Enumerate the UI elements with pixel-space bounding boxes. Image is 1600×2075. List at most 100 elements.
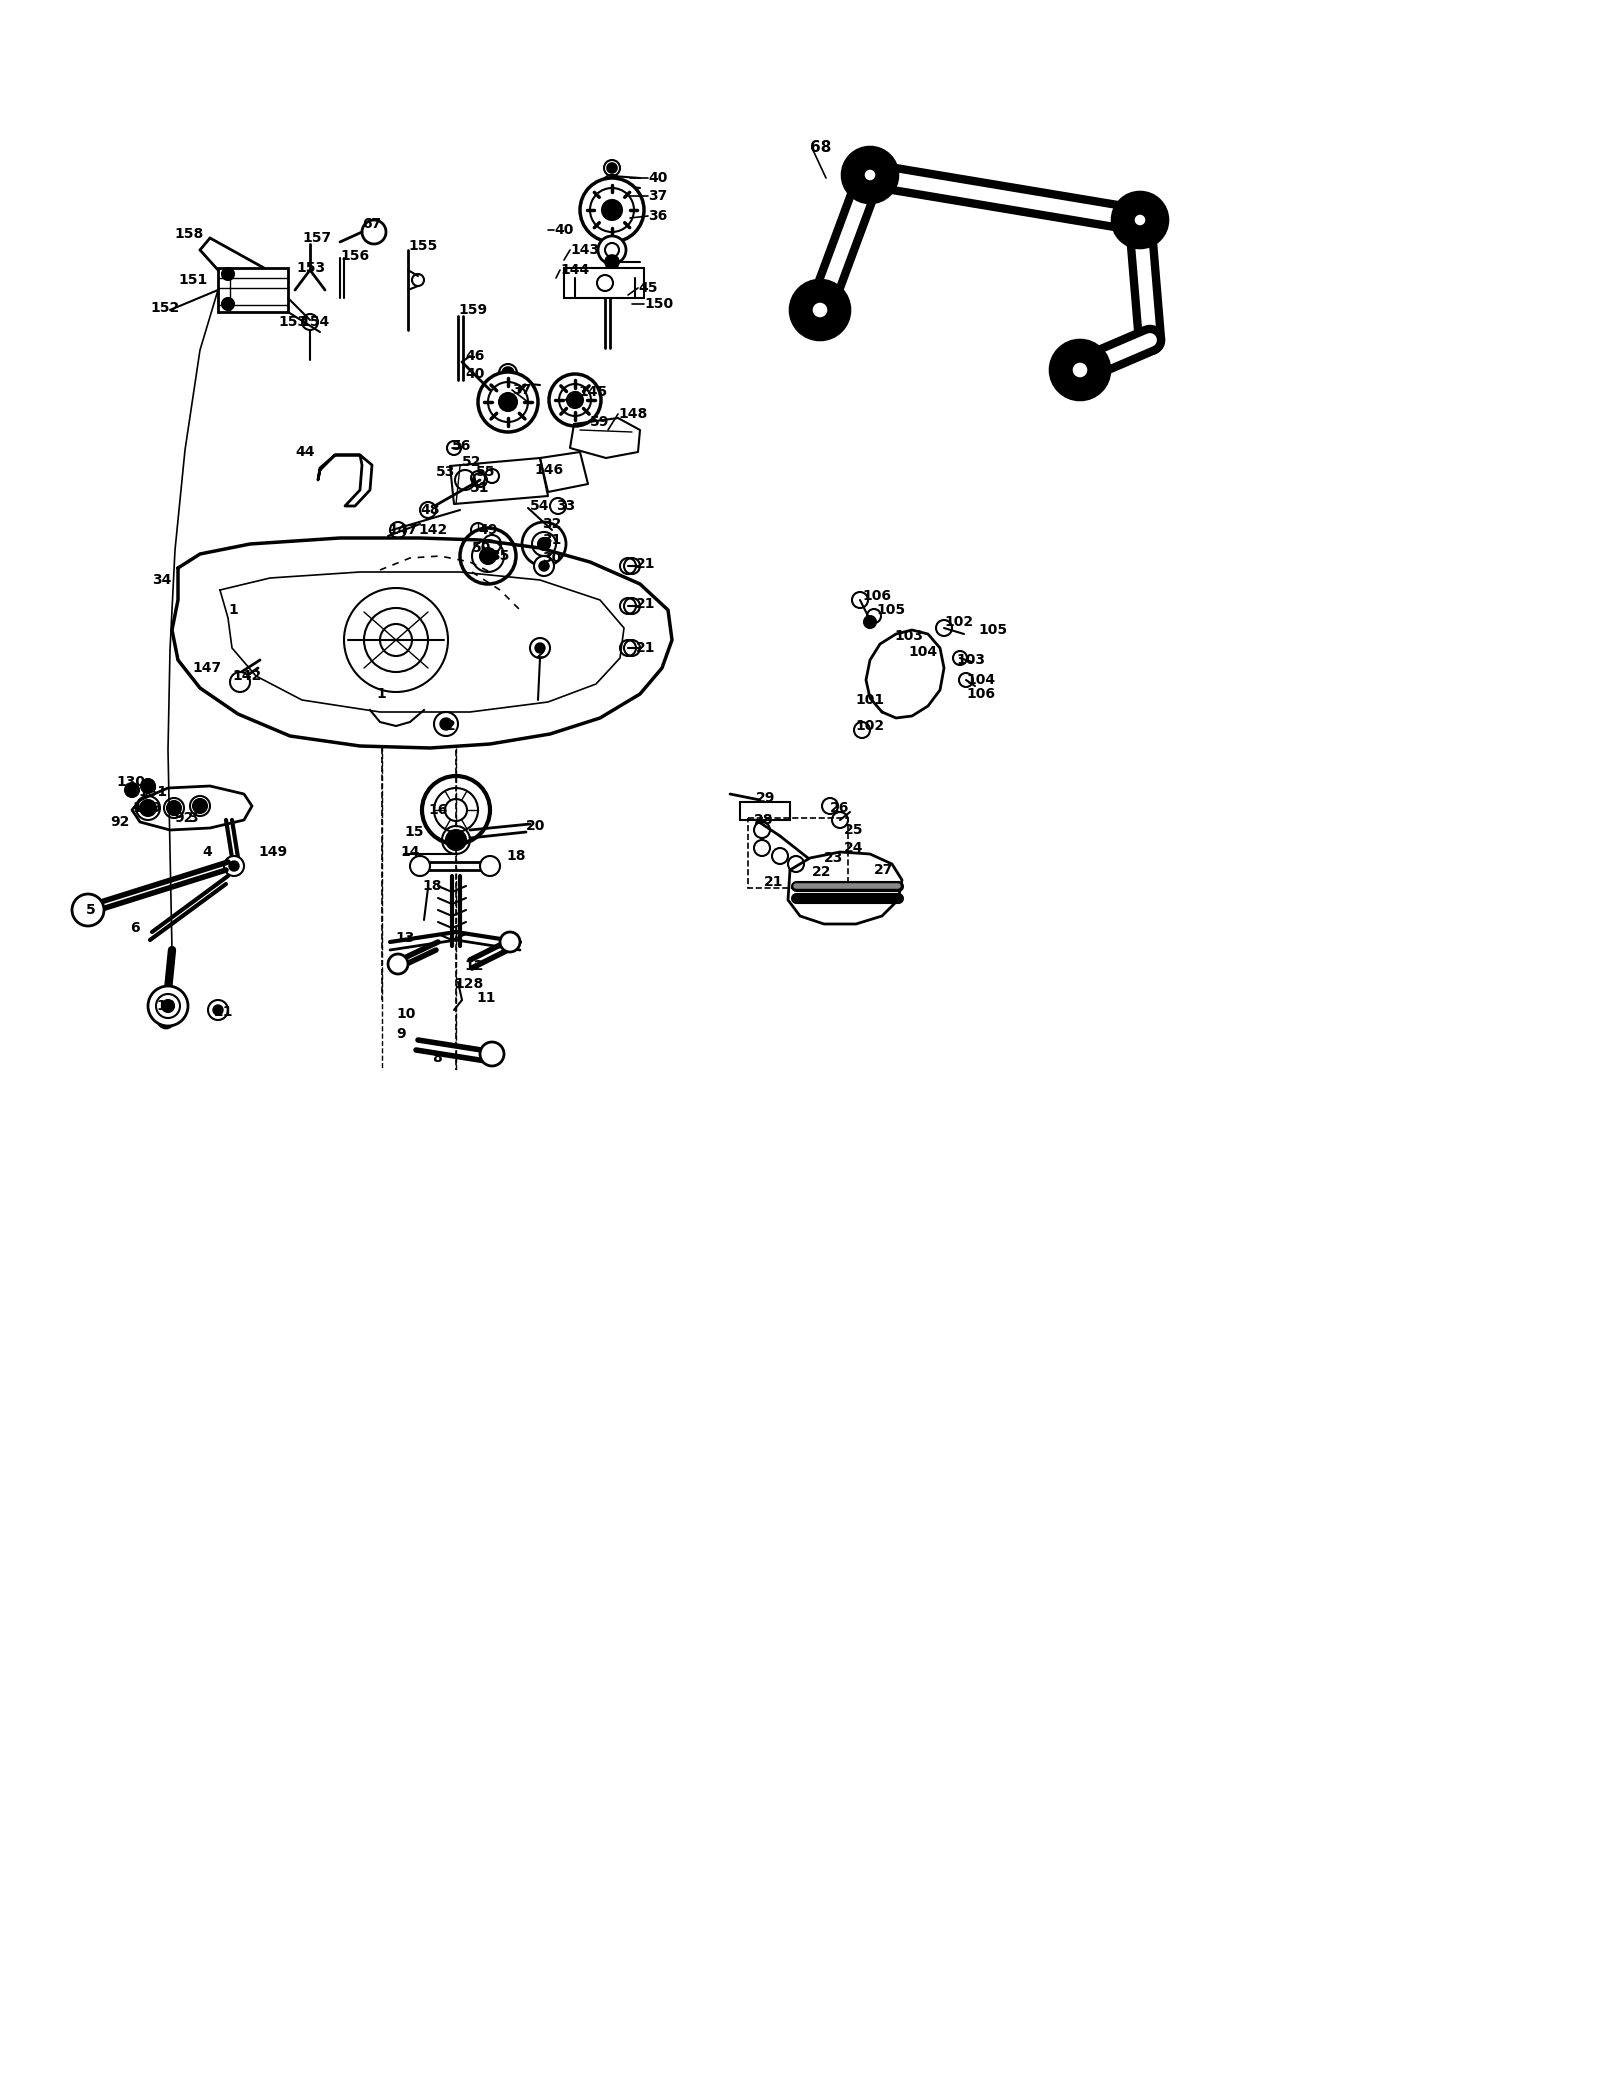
Text: 30: 30 <box>542 552 562 564</box>
Circle shape <box>499 932 520 952</box>
Text: 92: 92 <box>174 811 194 826</box>
Text: 10: 10 <box>397 1006 416 1021</box>
Circle shape <box>579 178 643 243</box>
Circle shape <box>229 861 238 872</box>
Text: 34: 34 <box>152 573 171 587</box>
Text: 51: 51 <box>470 481 490 496</box>
Text: 16: 16 <box>429 803 448 818</box>
Text: 59: 59 <box>590 415 610 430</box>
Text: 148: 148 <box>618 407 648 421</box>
Circle shape <box>434 712 458 737</box>
Text: 144: 144 <box>560 264 589 276</box>
Text: 105: 105 <box>978 622 1006 637</box>
Circle shape <box>598 237 626 264</box>
FancyBboxPatch shape <box>739 803 790 820</box>
FancyBboxPatch shape <box>563 268 643 299</box>
Text: 145: 145 <box>578 386 608 398</box>
Circle shape <box>480 1042 504 1067</box>
Text: 11: 11 <box>477 992 496 1004</box>
Circle shape <box>1134 214 1146 226</box>
Circle shape <box>445 799 467 822</box>
Text: 48: 48 <box>419 502 440 517</box>
Text: 15: 15 <box>403 826 424 838</box>
Circle shape <box>454 471 475 490</box>
Text: 12: 12 <box>464 959 483 973</box>
Text: 46: 46 <box>466 349 485 363</box>
Text: 22: 22 <box>813 865 832 880</box>
Text: 147: 147 <box>387 523 418 537</box>
Circle shape <box>224 857 243 876</box>
FancyBboxPatch shape <box>218 268 288 311</box>
Text: 102: 102 <box>944 614 973 629</box>
Text: 28: 28 <box>754 813 773 828</box>
Circle shape <box>194 799 206 813</box>
Text: 37: 37 <box>648 189 667 203</box>
Circle shape <box>605 178 619 193</box>
Circle shape <box>534 556 554 577</box>
Text: 104: 104 <box>909 645 938 660</box>
Text: 142: 142 <box>418 523 448 537</box>
Circle shape <box>538 537 550 550</box>
Text: 2: 2 <box>536 647 546 662</box>
Circle shape <box>410 857 430 876</box>
Circle shape <box>208 1000 229 1021</box>
Circle shape <box>213 1004 222 1015</box>
Text: 106: 106 <box>966 687 995 701</box>
Circle shape <box>499 392 517 411</box>
Circle shape <box>1064 355 1096 386</box>
Text: 8: 8 <box>432 1052 442 1064</box>
Circle shape <box>597 276 613 291</box>
Circle shape <box>222 299 234 309</box>
Text: 4: 4 <box>202 845 211 859</box>
Text: 153: 153 <box>296 261 325 276</box>
Text: 35: 35 <box>490 550 509 562</box>
Text: 155: 155 <box>408 239 437 253</box>
Text: 40: 40 <box>554 222 573 237</box>
Text: 146: 146 <box>534 463 563 477</box>
Circle shape <box>605 255 619 270</box>
Circle shape <box>158 1013 174 1027</box>
Text: 13: 13 <box>395 932 414 944</box>
Text: 103: 103 <box>894 629 923 643</box>
Circle shape <box>864 168 877 181</box>
Text: 105: 105 <box>877 604 906 616</box>
Circle shape <box>422 776 490 845</box>
Text: 21: 21 <box>637 598 656 610</box>
Text: 68: 68 <box>810 141 832 156</box>
Circle shape <box>230 672 250 691</box>
Text: 156: 156 <box>339 249 370 264</box>
Text: 53: 53 <box>435 465 456 479</box>
Circle shape <box>125 782 139 797</box>
Circle shape <box>530 637 550 658</box>
Text: 147: 147 <box>192 662 221 674</box>
Text: 29: 29 <box>757 791 776 805</box>
Text: 21: 21 <box>765 876 784 888</box>
Circle shape <box>478 371 538 432</box>
Circle shape <box>534 643 546 654</box>
Text: 21: 21 <box>637 556 656 571</box>
Text: 55: 55 <box>477 465 496 479</box>
Text: 142: 142 <box>232 668 261 683</box>
Text: 103: 103 <box>957 654 986 666</box>
Text: 54: 54 <box>530 498 549 513</box>
Circle shape <box>522 523 566 566</box>
Text: 40: 40 <box>466 367 485 382</box>
Circle shape <box>141 778 155 793</box>
Circle shape <box>864 616 877 629</box>
Text: 31: 31 <box>542 533 562 548</box>
Circle shape <box>602 199 622 220</box>
Text: 3: 3 <box>189 811 198 826</box>
Circle shape <box>72 894 104 925</box>
Text: 52: 52 <box>462 454 482 469</box>
Text: 158: 158 <box>174 226 203 241</box>
Circle shape <box>461 527 515 583</box>
Text: 101: 101 <box>854 693 885 708</box>
Text: 37: 37 <box>512 384 531 396</box>
Text: 26: 26 <box>830 801 850 815</box>
Text: 151: 151 <box>178 274 208 286</box>
Text: 21: 21 <box>214 1004 234 1019</box>
Text: 2: 2 <box>446 720 456 732</box>
Text: 24: 24 <box>845 840 864 855</box>
Circle shape <box>480 548 496 564</box>
Text: 129: 129 <box>131 801 162 815</box>
